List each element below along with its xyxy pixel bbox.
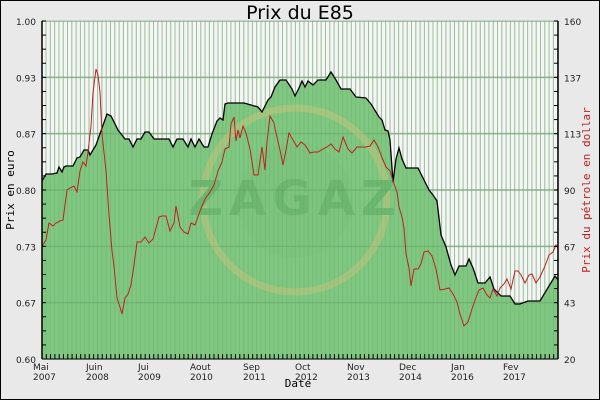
- svg-text:137: 137: [564, 74, 581, 84]
- oil-price-line: [42, 68, 558, 327]
- x-axis-title: Date: [285, 377, 312, 390]
- axes: [41, 20, 559, 360]
- svg-text:0.67: 0.67: [16, 300, 36, 310]
- zagaz-watermark: ZAGAZ: [188, 104, 401, 296]
- svg-text:90: 90: [564, 187, 576, 197]
- svg-text:2010: 2010: [190, 373, 213, 383]
- svg-text:Dec: Dec: [399, 363, 416, 373]
- svg-text:160: 160: [564, 18, 581, 28]
- svg-text:0.60: 0.60: [16, 356, 36, 366]
- svg-text:Aout: Aout: [190, 363, 211, 373]
- svg-text:2012: 2012: [295, 373, 318, 383]
- svg-text:1.00: 1.00: [16, 18, 36, 28]
- left-axis-labels: 1.00 0.93 0.87 0.80 0.73 0.67 0.60: [16, 18, 36, 366]
- svg-text:67: 67: [564, 243, 575, 253]
- svg-text:2014: 2014: [399, 373, 422, 383]
- svg-text:2017: 2017: [503, 373, 526, 383]
- svg-text:Sep: Sep: [243, 363, 260, 373]
- svg-text:Nov: Nov: [347, 363, 365, 373]
- svg-text:0.73: 0.73: [16, 243, 36, 253]
- svg-text:0.87: 0.87: [16, 131, 36, 141]
- y2-axis-title: Prix du pétrole en dollar: [580, 107, 593, 273]
- svg-text:Juin: Juin: [85, 363, 103, 373]
- svg-text:0.80: 0.80: [16, 187, 36, 197]
- svg-text:0.93: 0.93: [16, 74, 36, 84]
- svg-text:2011: 2011: [243, 373, 266, 383]
- svg-text:43: 43: [564, 300, 575, 310]
- svg-text:20: 20: [564, 356, 576, 366]
- y-axis-title: Prix en euro: [4, 150, 17, 229]
- svg-text:2007: 2007: [33, 373, 56, 383]
- svg-text:Oct: Oct: [295, 363, 311, 373]
- svg-text:2009: 2009: [138, 373, 161, 383]
- svg-text:113: 113: [564, 131, 581, 141]
- svg-text:2016: 2016: [451, 373, 474, 383]
- svg-text:ZAGAZ: ZAGAZ: [188, 171, 401, 227]
- chart-title: Prix du E85: [246, 2, 354, 24]
- svg-text:Fev: Fev: [503, 363, 519, 373]
- svg-text:Mai: Mai: [33, 363, 49, 373]
- right-axis-labels: 160 137 113 90 67 43 20: [564, 18, 581, 366]
- svg-text:2013: 2013: [347, 373, 370, 383]
- svg-text:2008: 2008: [86, 373, 109, 383]
- svg-text:Jui: Jui: [137, 363, 149, 373]
- svg-text:Jan: Jan: [450, 363, 465, 373]
